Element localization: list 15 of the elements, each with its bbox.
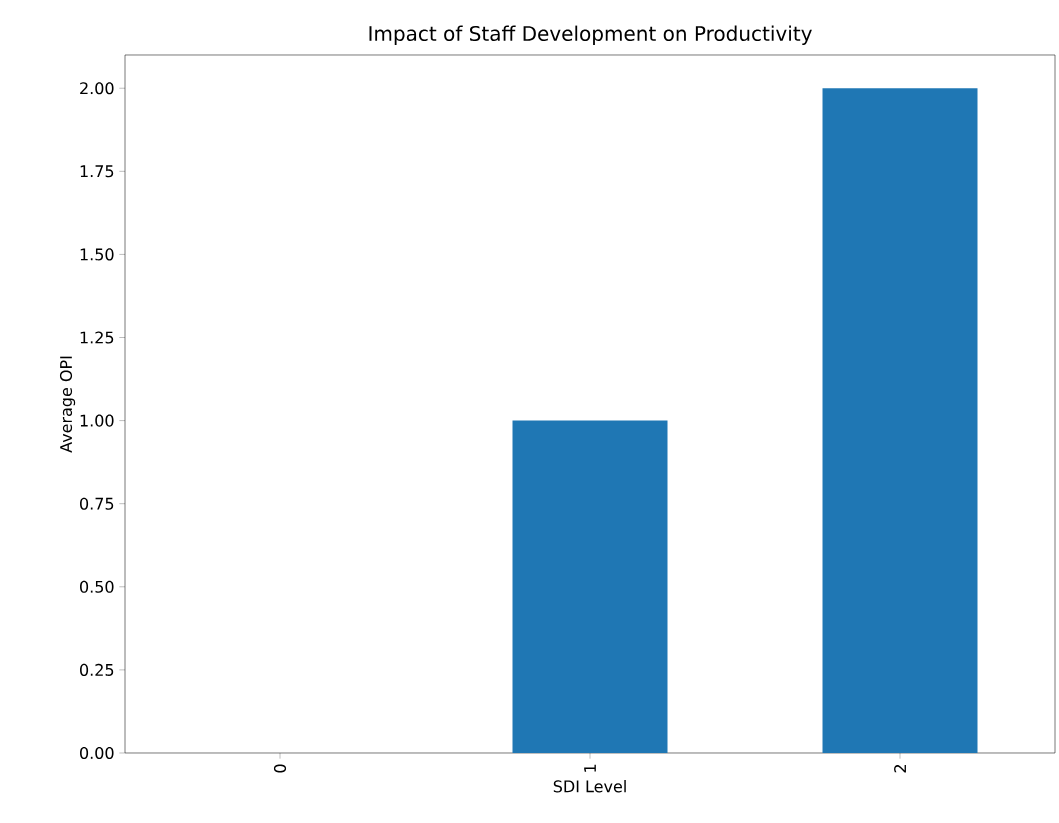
y-tick-label: 0.75 (80, 497, 114, 510)
y-tick-label: 1.25 (80, 331, 114, 344)
y-tick-label: 0.50 (80, 580, 114, 593)
y-tick-label: 2.00 (80, 82, 114, 95)
y-axis-title: Average OPI (59, 356, 76, 453)
y-tick-label: 0.25 (80, 663, 114, 676)
y-tick-label: 0.00 (80, 746, 114, 760)
chart-title: Impact of Staff Development on Productivity (369, 25, 812, 45)
x-tick-label: 2 (894, 764, 906, 773)
y-tick-label: 1.50 (80, 248, 114, 261)
x-tick-label: 0 (273, 764, 287, 773)
x-axis-title: SDI Level (553, 780, 626, 793)
x-tick-label: 1 (584, 764, 596, 772)
y-tick-label: 1.75 (80, 165, 114, 178)
y-tick-label: 1.00 (80, 414, 114, 427)
